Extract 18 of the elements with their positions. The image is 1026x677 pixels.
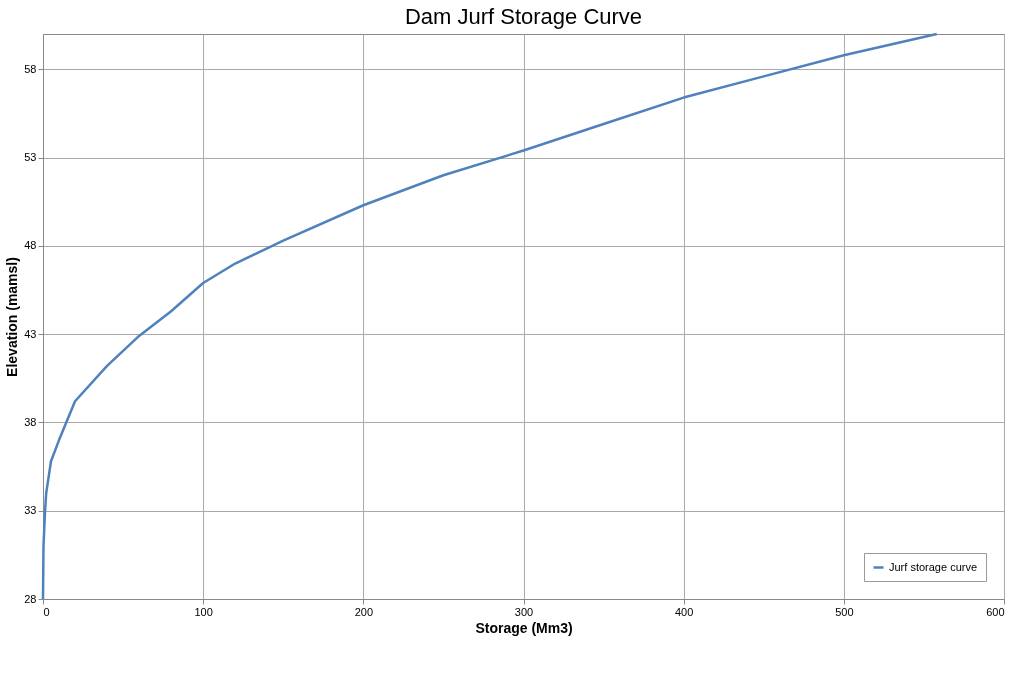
y-tick-label: 38 (24, 415, 37, 428)
x-axis-title: Storage (Mm3) (475, 619, 573, 636)
y-tick-label: 58 (24, 62, 37, 75)
legend-label: Jurf storage curve (889, 560, 978, 573)
y-tick-label: 28 (24, 592, 37, 605)
x-tick-label: 200 (354, 605, 374, 618)
x-tick-label: 500 (835, 605, 854, 618)
x-tick-label: 300 (514, 605, 534, 618)
y-tick-label: 53 (24, 151, 37, 164)
y-axis-title: Elevation (mamsl) (4, 257, 21, 377)
y-tick-label: 33 (24, 504, 37, 517)
y-tick-label: 43 (24, 327, 37, 340)
chart-title: Dam Jurf Storage Curve (404, 3, 643, 29)
x-tick-label: 600 (986, 605, 1005, 618)
y-tick-label: 48 (24, 239, 37, 252)
x-tick-label: 0 (43, 605, 50, 618)
x-tick-label: 400 (674, 605, 694, 618)
x-tick-label: 100 (194, 605, 213, 618)
